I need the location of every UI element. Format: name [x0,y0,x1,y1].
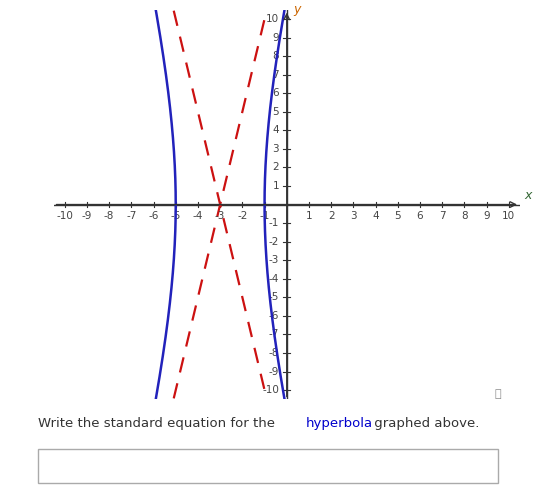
Text: 1: 1 [272,181,279,191]
Text: -1: -1 [259,211,270,221]
Text: -8: -8 [269,348,279,358]
Text: 3: 3 [350,211,356,221]
Text: -3: -3 [215,211,225,221]
Text: -7: -7 [269,329,279,339]
Text: -6: -6 [148,211,159,221]
Text: -5: -5 [170,211,181,221]
Text: x: x [524,189,532,202]
Text: -4: -4 [269,274,279,284]
Text: 4: 4 [373,211,379,221]
Text: -2: -2 [237,211,248,221]
Text: 2: 2 [328,211,334,221]
Text: -8: -8 [104,211,114,221]
Text: -9: -9 [81,211,92,221]
Text: -2: -2 [269,237,279,246]
Text: 8: 8 [461,211,468,221]
Text: 7: 7 [439,211,445,221]
Text: -6: -6 [269,311,279,321]
Text: 9: 9 [272,33,279,42]
Text: 2: 2 [272,163,279,172]
Text: -10: -10 [56,211,73,221]
Text: hyperbola: hyperbola [306,417,373,431]
FancyBboxPatch shape [38,450,498,483]
Text: 5: 5 [272,107,279,117]
Text: 4: 4 [272,125,279,135]
Text: 5: 5 [394,211,401,221]
Text: y: y [293,3,301,17]
Text: 6: 6 [272,88,279,98]
Text: 🔍: 🔍 [494,389,501,399]
Text: -7: -7 [126,211,137,221]
Text: graphed above.: graphed above. [370,417,479,431]
Text: 6: 6 [416,211,423,221]
Text: 9: 9 [483,211,490,221]
Text: 10: 10 [266,14,279,24]
Text: 8: 8 [272,51,279,61]
Text: 10: 10 [502,211,516,221]
Text: -3: -3 [269,255,279,265]
Text: 1: 1 [306,211,312,221]
Text: -1: -1 [269,218,279,228]
Text: -10: -10 [262,385,279,395]
Text: 7: 7 [272,70,279,80]
Text: -4: -4 [193,211,203,221]
Text: Write the standard equation for the: Write the standard equation for the [38,417,279,431]
Text: 3: 3 [272,144,279,154]
Text: -9: -9 [269,367,279,376]
Text: -5: -5 [269,292,279,302]
